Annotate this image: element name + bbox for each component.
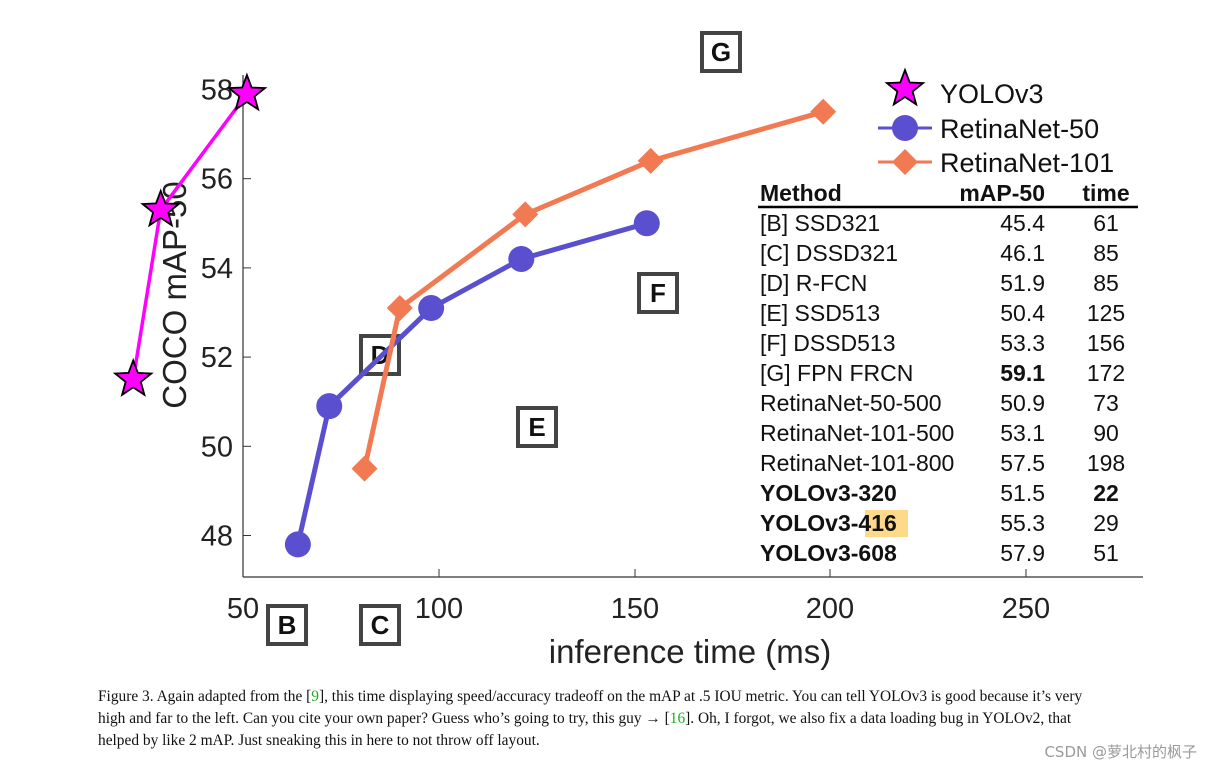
table-cell-map-4: 50.4 bbox=[1000, 300, 1045, 326]
method-box-F bbox=[637, 272, 679, 314]
table-cell-method-10: YOLOv3-320 bbox=[760, 480, 897, 506]
table-cell-time-12: 51 bbox=[1093, 540, 1119, 566]
data-point-retinanet-101-5 bbox=[810, 98, 837, 125]
table-cell-time-11: 29 bbox=[1093, 510, 1119, 536]
table-cell-map-12: 57.9 bbox=[1000, 540, 1045, 566]
table-header-time: time bbox=[1082, 180, 1129, 206]
data-point-yolov3-2 bbox=[140, 188, 182, 228]
table-cell-map-8: 53.1 bbox=[1000, 420, 1045, 446]
table-header-map: mAP-50 bbox=[959, 180, 1045, 206]
method-box-label-E: E bbox=[528, 412, 545, 442]
y-tick-label-50: 50 bbox=[201, 431, 233, 463]
y-tick-label-56: 56 bbox=[201, 164, 233, 196]
table-cell-method-8: RetinaNet-101-500 bbox=[760, 420, 954, 446]
table-cell-map-1: 45.4 bbox=[1000, 210, 1045, 236]
method-box-label-G: G bbox=[711, 37, 731, 67]
watermark: CSDN @萝北村的枫子 bbox=[1044, 743, 1197, 761]
x-tick-label-50: 50 bbox=[227, 593, 259, 625]
data-point-retinanet-50-5 bbox=[633, 210, 660, 237]
method-box-C bbox=[359, 604, 401, 646]
data-point-yolov3-1 bbox=[112, 357, 154, 397]
table-cell-time-2: 85 bbox=[1093, 240, 1119, 266]
table-header-method: Method bbox=[760, 180, 842, 206]
table-cell-method-11: YOLOv3-416 bbox=[760, 510, 897, 536]
x-axis-title: inference time (ms) bbox=[549, 633, 831, 670]
legend-marker-retinanet-50 bbox=[892, 115, 918, 141]
table-cell-method-9: RetinaNet-101-800 bbox=[760, 450, 954, 476]
table-cell-method-3: [D] R-FCN bbox=[760, 270, 867, 296]
legend-label-retinanet-101: RetinaNet-101 bbox=[940, 148, 1114, 178]
caption-text-2: ], this time displaying speed/accuracy t… bbox=[98, 688, 1083, 727]
method-box-label-F: F bbox=[650, 278, 666, 308]
table-cell-method-4: [E] SSD513 bbox=[760, 300, 880, 326]
table-cell-method-12: YOLOv3-608 bbox=[760, 540, 897, 566]
table-highlight bbox=[865, 510, 908, 537]
table-cell-map-11: 55.3 bbox=[1000, 510, 1045, 536]
table-cell-time-7: 73 bbox=[1093, 390, 1119, 416]
legend-marker-yolov3 bbox=[884, 67, 926, 107]
y-tick-label-48: 48 bbox=[201, 521, 233, 553]
caption-ref-16[interactable]: 16 bbox=[669, 710, 686, 727]
table-cell-method-7: RetinaNet-50-500 bbox=[760, 390, 942, 416]
data-point-retinanet-101-1 bbox=[351, 455, 378, 482]
method-box-E bbox=[516, 406, 558, 448]
table-cell-time-4: 125 bbox=[1087, 300, 1125, 326]
table-highlight-text: 416 bbox=[858, 510, 896, 536]
table-cell-method-5: [F] DSSD513 bbox=[760, 330, 896, 356]
data-point-retinanet-50-4 bbox=[508, 245, 535, 272]
table-cell-map-7: 50.9 bbox=[1000, 390, 1045, 416]
table-cell-time-8: 90 bbox=[1093, 420, 1119, 446]
table-cell-time-5: 156 bbox=[1087, 330, 1125, 356]
table-cell-time-1: 61 bbox=[1093, 210, 1119, 236]
table-cell-time-3: 85 bbox=[1093, 270, 1119, 296]
y-tick-label-54: 54 bbox=[201, 253, 233, 285]
data-point-retinanet-101-3 bbox=[512, 201, 539, 228]
data-point-retinanet-50-3 bbox=[418, 295, 445, 322]
x-tick-label-250: 250 bbox=[1002, 593, 1050, 625]
data-point-yolov3-3 bbox=[226, 72, 268, 112]
method-box-label-C: C bbox=[371, 610, 390, 640]
method-box-label-B: B bbox=[278, 610, 297, 640]
data-point-retinanet-101-2 bbox=[386, 295, 413, 322]
legend-marker-retinanet-101 bbox=[892, 149, 918, 175]
table-cell-map-10: 51.5 bbox=[1000, 480, 1045, 506]
table-cell-time-6: 172 bbox=[1087, 360, 1125, 386]
table-cell-map-3: 51.9 bbox=[1000, 270, 1045, 296]
data-point-retinanet-101-4 bbox=[637, 147, 664, 174]
figure-caption: Figure 3. Again adapted from the [9], th… bbox=[98, 686, 1098, 752]
table-cell-map-9: 57.5 bbox=[1000, 450, 1045, 476]
table-cell-method-2: [C] DSSD321 bbox=[760, 240, 898, 266]
table-cell-method-1: [B] SSD321 bbox=[760, 210, 880, 236]
data-point-retinanet-50-2 bbox=[316, 393, 343, 420]
series-line-retinanet-50 bbox=[295, 220, 648, 545]
method-box-B bbox=[266, 604, 308, 646]
caption-text-3: ]. Oh, I forgot, we also fix a data load… bbox=[98, 710, 1072, 749]
data-point-retinanet-50-1 bbox=[284, 531, 311, 558]
caption-ref-9[interactable]: 9 bbox=[311, 688, 319, 705]
caption-text-1: Figure 3. Again adapted from the [ bbox=[98, 688, 312, 705]
table-cell-map-5: 53.3 bbox=[1000, 330, 1045, 356]
table-cell-map-2: 46.1 bbox=[1000, 240, 1045, 266]
legend-label-yolov3: YOLOv3 bbox=[940, 79, 1044, 109]
y-tick-label-58: 58 bbox=[201, 75, 233, 107]
table-cell-map-6: 59.1 bbox=[1000, 360, 1045, 386]
table-cell-time-9: 198 bbox=[1087, 450, 1125, 476]
x-tick-label-200: 200 bbox=[806, 593, 854, 625]
x-tick-label-150: 150 bbox=[611, 593, 659, 625]
series-line-retinanet-101 bbox=[362, 109, 824, 470]
legend-label-retinanet-50: RetinaNet-50 bbox=[940, 114, 1099, 144]
method-box-G bbox=[700, 31, 742, 73]
x-tick-label-100: 100 bbox=[415, 593, 463, 625]
y-tick-label-52: 52 bbox=[201, 342, 233, 374]
table-cell-method-6: [G] FPN FRCN bbox=[760, 360, 913, 386]
table-cell-time-10: 22 bbox=[1093, 480, 1119, 506]
